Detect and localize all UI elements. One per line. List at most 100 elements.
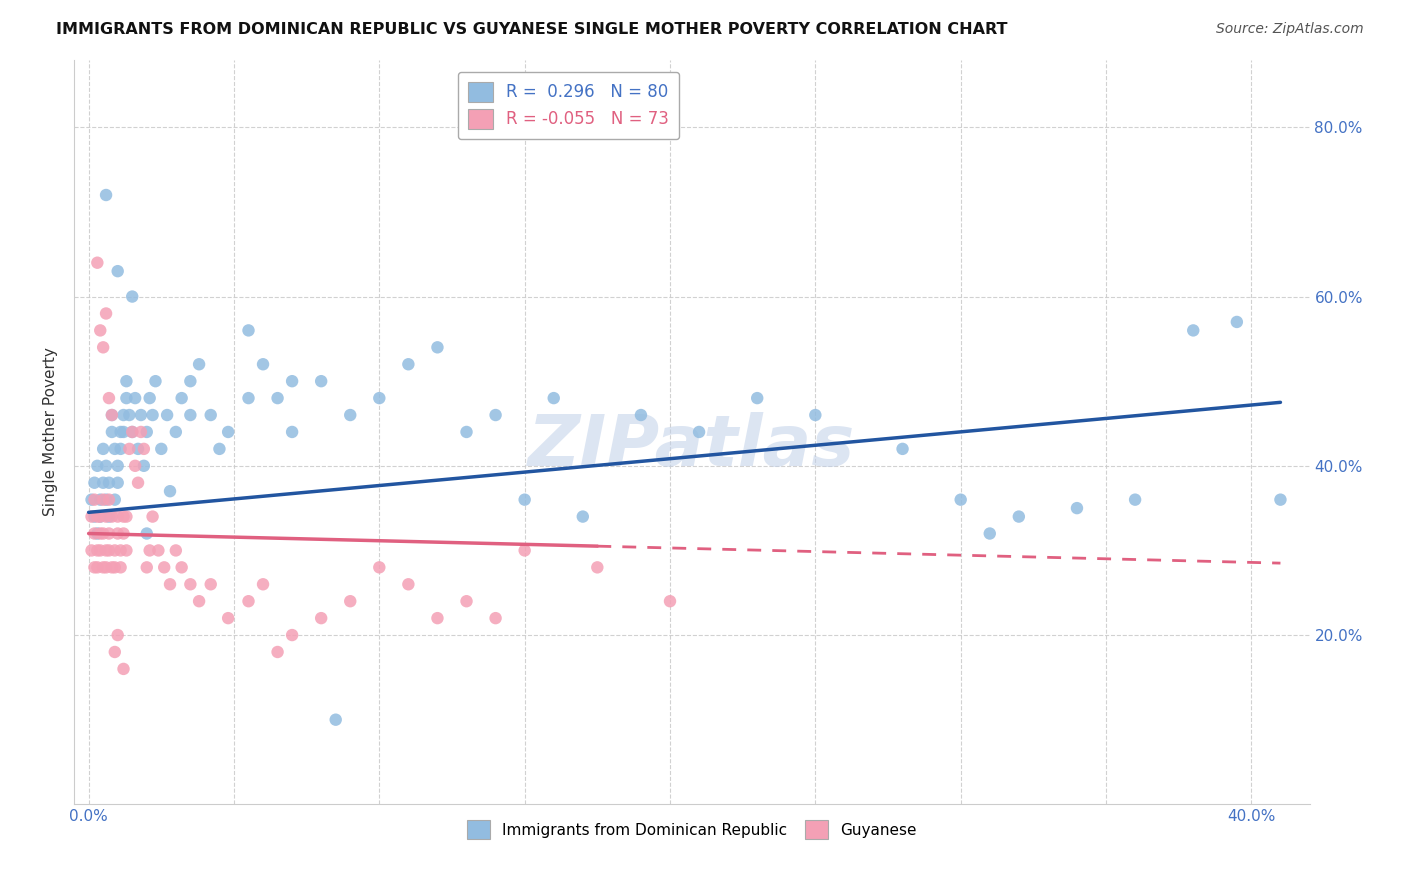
Point: [124, 391, 146, 405]
Point: [238, 323, 260, 337]
Point: [543, 391, 565, 405]
Point: [94, 306, 117, 320]
Point: [266, 391, 288, 405]
Point: [86, 543, 108, 558]
Point: [107, 475, 129, 490]
Point: [309, 374, 332, 388]
Point: [396, 577, 419, 591]
Point: [127, 475, 149, 490]
Point: [208, 442, 231, 456]
Point: [159, 577, 181, 591]
Point: [104, 492, 127, 507]
Point: [115, 543, 138, 558]
Point: [1066, 501, 1088, 516]
Point: [101, 560, 124, 574]
Point: [949, 492, 972, 507]
Point: [86, 458, 108, 473]
Point: [179, 408, 201, 422]
Point: [484, 408, 506, 422]
Point: [110, 442, 132, 456]
Point: [200, 408, 222, 422]
Point: [80, 543, 103, 558]
Point: [266, 645, 288, 659]
Point: [238, 594, 260, 608]
Point: [148, 543, 170, 558]
Point: [80, 492, 103, 507]
Point: [804, 408, 827, 422]
Point: [86, 509, 108, 524]
Point: [98, 492, 121, 507]
Point: [252, 357, 274, 371]
Point: [138, 391, 160, 405]
Point: [104, 645, 127, 659]
Point: [396, 357, 419, 371]
Point: [107, 458, 129, 473]
Point: [101, 509, 124, 524]
Point: [281, 628, 304, 642]
Point: [112, 662, 135, 676]
Point: [107, 628, 129, 642]
Point: [368, 391, 391, 405]
Point: [572, 509, 595, 524]
Point: [132, 458, 155, 473]
Point: [98, 526, 121, 541]
Point: [115, 391, 138, 405]
Point: [118, 408, 141, 422]
Point: [91, 526, 114, 541]
Point: [238, 391, 260, 405]
Point: [456, 425, 478, 439]
Point: [426, 340, 449, 354]
Point: [170, 391, 193, 405]
Point: [91, 442, 114, 456]
Point: [98, 475, 121, 490]
Point: [94, 458, 117, 473]
Point: [142, 509, 165, 524]
Point: [142, 408, 165, 422]
Point: [252, 577, 274, 591]
Point: [135, 560, 157, 574]
Point: [89, 543, 111, 558]
Point: [309, 611, 332, 625]
Point: [101, 425, 124, 439]
Point: [165, 425, 187, 439]
Point: [747, 391, 769, 405]
Point: [104, 560, 127, 574]
Point: [688, 425, 710, 439]
Point: [94, 509, 117, 524]
Point: [1123, 492, 1146, 507]
Point: [217, 611, 239, 625]
Point: [107, 526, 129, 541]
Point: [586, 560, 609, 574]
Text: IMMIGRANTS FROM DOMINICAN REPUBLIC VS GUYANESE SINGLE MOTHER POVERTY CORRELATION: IMMIGRANTS FROM DOMINICAN REPUBLIC VS GU…: [56, 22, 1008, 37]
Point: [121, 425, 143, 439]
Point: [91, 560, 114, 574]
Point: [83, 526, 105, 541]
Point: [159, 484, 181, 499]
Point: [91, 340, 114, 354]
Point: [135, 425, 157, 439]
Point: [339, 594, 361, 608]
Point: [101, 408, 124, 422]
Point: [179, 374, 201, 388]
Point: [659, 594, 682, 608]
Point: [135, 526, 157, 541]
Point: [83, 509, 105, 524]
Point: [217, 425, 239, 439]
Point: [121, 425, 143, 439]
Point: [104, 543, 127, 558]
Point: [325, 713, 347, 727]
Point: [170, 560, 193, 574]
Point: [281, 425, 304, 439]
Point: [89, 492, 111, 507]
Point: [89, 526, 111, 541]
Point: [127, 442, 149, 456]
Text: Source: ZipAtlas.com: Source: ZipAtlas.com: [1216, 22, 1364, 37]
Point: [98, 543, 121, 558]
Point: [281, 374, 304, 388]
Legend: Immigrants from Dominican Republic, Guyanese: Immigrants from Dominican Republic, Guya…: [461, 814, 922, 845]
Point: [91, 492, 114, 507]
Point: [91, 475, 114, 490]
Point: [188, 594, 211, 608]
Point: [129, 425, 152, 439]
Point: [129, 408, 152, 422]
